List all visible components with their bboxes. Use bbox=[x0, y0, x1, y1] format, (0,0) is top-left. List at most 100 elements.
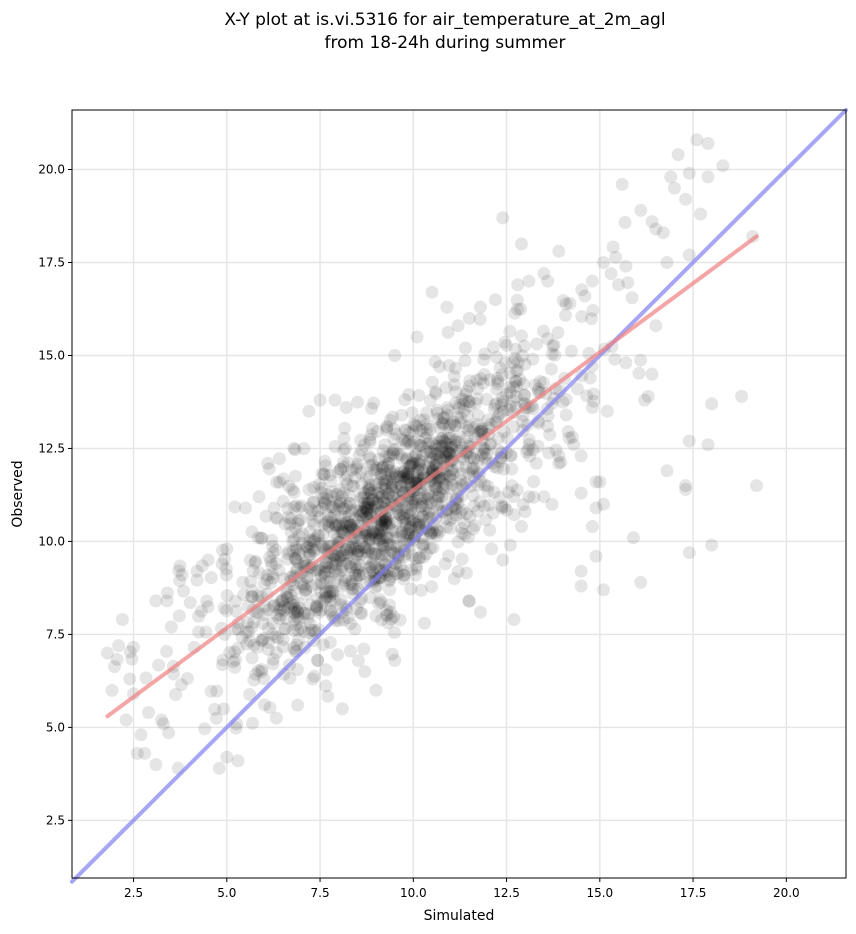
data-point bbox=[294, 576, 308, 590]
data-point bbox=[440, 436, 453, 450]
data-point bbox=[395, 525, 409, 539]
data-point bbox=[377, 523, 391, 537]
data-point bbox=[585, 312, 598, 326]
data-point bbox=[351, 395, 364, 409]
data-point bbox=[292, 529, 306, 543]
data-point bbox=[409, 471, 423, 484]
data-point bbox=[422, 505, 436, 519]
data-point bbox=[362, 471, 376, 485]
data-point bbox=[383, 572, 397, 586]
data-point bbox=[379, 478, 392, 492]
data-point bbox=[272, 563, 286, 577]
data-point bbox=[413, 518, 427, 532]
data-point bbox=[328, 507, 341, 521]
data-point bbox=[266, 657, 280, 671]
data-point bbox=[440, 431, 454, 445]
data-point bbox=[123, 672, 137, 686]
data-point bbox=[231, 622, 245, 636]
data-point bbox=[387, 471, 400, 485]
data-point bbox=[326, 500, 340, 514]
data-point bbox=[378, 518, 392, 532]
data-point bbox=[417, 550, 431, 564]
data-point bbox=[455, 392, 469, 406]
data-point bbox=[473, 495, 487, 509]
data-point bbox=[443, 521, 457, 535]
data-point bbox=[354, 606, 367, 620]
data-point bbox=[319, 565, 333, 579]
data-point bbox=[350, 571, 364, 585]
data-point bbox=[272, 598, 286, 612]
data-point bbox=[401, 527, 415, 541]
data-point bbox=[478, 347, 492, 361]
data-point bbox=[536, 376, 550, 390]
data-point bbox=[490, 350, 504, 364]
data-point bbox=[291, 698, 305, 712]
data-point bbox=[280, 552, 294, 566]
data-point bbox=[452, 398, 466, 412]
data-point bbox=[318, 454, 332, 468]
data-point bbox=[358, 665, 372, 679]
data-point bbox=[452, 435, 466, 449]
data-point bbox=[439, 478, 453, 492]
data-point bbox=[338, 473, 352, 487]
data-point bbox=[585, 359, 599, 373]
data-point bbox=[380, 608, 393, 622]
data-point bbox=[367, 463, 381, 477]
data-point bbox=[360, 470, 373, 484]
data-point bbox=[395, 483, 409, 497]
data-point bbox=[384, 480, 398, 494]
data-point bbox=[374, 570, 387, 584]
data-point bbox=[427, 565, 441, 579]
data-point bbox=[292, 633, 305, 647]
chart-title-line-2: from 18-24h during summer bbox=[325, 33, 566, 53]
data-point bbox=[403, 426, 416, 440]
data-point bbox=[487, 402, 501, 416]
data-point bbox=[425, 285, 439, 299]
data-point bbox=[311, 529, 325, 543]
data-point bbox=[505, 462, 519, 476]
data-point bbox=[694, 207, 707, 221]
data-point bbox=[300, 571, 314, 585]
data-point bbox=[474, 448, 488, 462]
data-point bbox=[401, 470, 415, 484]
data-point bbox=[500, 431, 514, 445]
data-point bbox=[455, 521, 469, 535]
data-point bbox=[387, 443, 400, 457]
data-point bbox=[430, 403, 444, 417]
data-point bbox=[364, 560, 378, 574]
data-point bbox=[425, 375, 439, 389]
data-point bbox=[656, 226, 670, 240]
data-point bbox=[311, 653, 325, 667]
data-point bbox=[395, 452, 409, 466]
data-point bbox=[378, 450, 392, 464]
data-point bbox=[333, 497, 347, 510]
data-point bbox=[522, 274, 536, 288]
data-point bbox=[377, 474, 391, 488]
data-point bbox=[228, 500, 242, 514]
data-point bbox=[329, 519, 343, 533]
data-point bbox=[463, 399, 477, 413]
data-point bbox=[290, 610, 304, 624]
data-point bbox=[507, 420, 520, 434]
data-point bbox=[372, 526, 386, 540]
data-point bbox=[609, 250, 623, 264]
data-point bbox=[461, 409, 474, 423]
data-point bbox=[470, 392, 484, 406]
data-point bbox=[351, 544, 365, 558]
data-point bbox=[353, 508, 367, 522]
data-point bbox=[139, 671, 153, 685]
data-point bbox=[314, 536, 328, 550]
data-point bbox=[425, 580, 439, 594]
data-point bbox=[497, 462, 511, 476]
data-point bbox=[260, 568, 274, 582]
data-point bbox=[108, 660, 121, 674]
data-point bbox=[618, 216, 632, 229]
data-point bbox=[325, 485, 339, 499]
data-point bbox=[374, 595, 388, 609]
data-point bbox=[366, 564, 380, 578]
data-point bbox=[369, 527, 383, 541]
data-point bbox=[484, 417, 497, 431]
data-point bbox=[312, 529, 326, 542]
data-point bbox=[556, 395, 570, 409]
data-point bbox=[314, 485, 328, 499]
